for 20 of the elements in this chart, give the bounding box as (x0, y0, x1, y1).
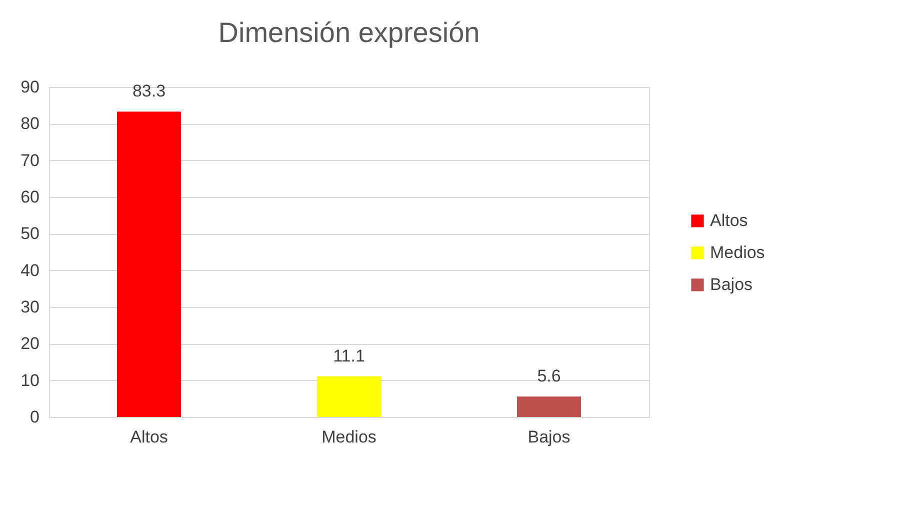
x-tick-label: Bajos (528, 428, 570, 446)
data-label: 11.1 (333, 346, 365, 366)
y-tick-label: 30 (20, 298, 40, 316)
y-tick-label: 50 (20, 224, 40, 244)
legend-label: Medios (710, 242, 765, 262)
legend-label: Bajos (710, 274, 753, 294)
y-tick-label: 10 (20, 370, 40, 390)
chart-title: Dimensión expresión (218, 17, 480, 48)
x-tick-label: Altos (130, 428, 168, 446)
y-tick-label: 0 (30, 408, 40, 426)
y-tick-label: 70 (20, 150, 40, 170)
y-tick-label: 20 (20, 334, 40, 354)
data-label: 83.3 (132, 82, 166, 101)
x-tick-label: Medios (322, 428, 376, 446)
legend-label: Altos (710, 210, 748, 230)
y-tick-label: 80 (20, 114, 40, 134)
y-tick-label: 90 (20, 78, 40, 96)
y-tick-label: 40 (20, 260, 40, 280)
y-tick-label: 60 (20, 188, 40, 206)
data-label: 5.6 (537, 366, 561, 386)
